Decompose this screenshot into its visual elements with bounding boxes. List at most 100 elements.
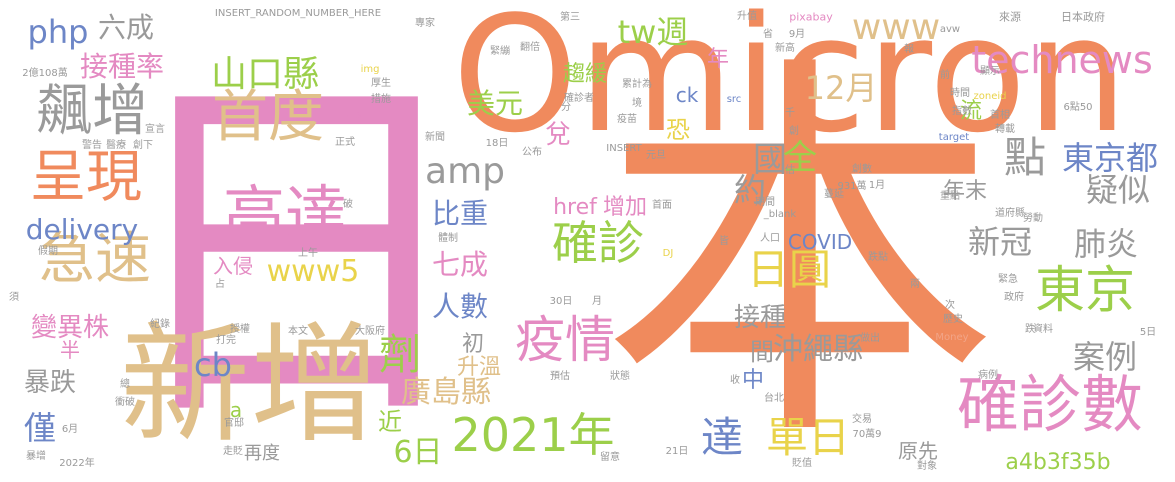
word: 皆 xyxy=(719,236,729,247)
word: 6月 xyxy=(61,424,79,435)
word: 6日 xyxy=(393,435,443,470)
word: 本文 xyxy=(288,326,308,337)
word: 新聞 xyxy=(425,132,445,143)
word: 18日 xyxy=(485,138,509,149)
word: DJ xyxy=(662,248,674,259)
word: 新冠 xyxy=(967,223,1033,261)
word: 肺炎 xyxy=(1073,225,1139,263)
word: 案例 xyxy=(1072,338,1138,376)
word: Omicron xyxy=(452,0,1128,168)
word: src xyxy=(726,94,742,105)
word: 對象 xyxy=(917,461,937,472)
word: 做出 xyxy=(860,333,880,344)
word: amp xyxy=(425,151,505,192)
word: 趨緩 xyxy=(562,62,608,87)
word: 醫療 xyxy=(106,140,126,151)
word: 第三 xyxy=(560,12,580,23)
word: 翻倍 xyxy=(520,42,540,53)
word: 30日 xyxy=(549,296,573,307)
word: 接種 xyxy=(733,303,787,333)
word: 間 xyxy=(750,338,774,366)
word: 正式 xyxy=(335,137,355,148)
word: 走貶 xyxy=(223,446,243,457)
word: Money xyxy=(935,332,969,343)
word: 宣言 xyxy=(145,124,165,135)
word: 1月 xyxy=(868,180,886,191)
word: 七成 xyxy=(431,248,489,281)
word: 國 xyxy=(753,140,787,180)
word: 紀錄 xyxy=(150,319,170,330)
word: 年 xyxy=(706,47,730,72)
word: a4b3f35b xyxy=(1005,450,1111,475)
word: 東京都 xyxy=(1061,139,1159,177)
word: 單日 xyxy=(765,413,851,462)
word: 確診者 xyxy=(564,93,594,104)
word: 劑 xyxy=(378,330,422,379)
word: 須 xyxy=(9,292,19,303)
word: 確診 xyxy=(552,216,644,270)
word: 日圓 xyxy=(746,245,832,294)
word: 厚生 xyxy=(371,78,391,89)
word: 期間 xyxy=(755,197,775,208)
word: 新高 xyxy=(775,43,795,54)
word: 全 xyxy=(783,138,817,178)
word: 時間 xyxy=(950,88,970,99)
word: delivery xyxy=(25,213,139,246)
word: 道府縣 xyxy=(995,208,1025,219)
word: 指數 xyxy=(952,106,972,117)
word: 專家 xyxy=(415,18,435,29)
word: 升溫 xyxy=(456,355,502,380)
word: ck xyxy=(675,83,699,107)
word: 呈現 xyxy=(30,145,142,210)
word: 累計為 xyxy=(622,79,652,90)
word: 飆增 xyxy=(36,79,148,144)
word: 大阪府 xyxy=(355,326,385,337)
word: 日 xyxy=(110,40,480,470)
word: href xyxy=(553,195,597,220)
word: php xyxy=(27,13,89,51)
word: 兩 xyxy=(910,279,920,290)
word: technews xyxy=(971,38,1153,82)
word: 措施 xyxy=(371,94,391,105)
word: 70萬9 xyxy=(852,429,882,440)
word: 疑似 xyxy=(1085,171,1151,209)
word: 僅 xyxy=(23,409,57,447)
word: zoneid xyxy=(973,91,1007,102)
word: 本 xyxy=(600,25,1000,482)
word: 5日 xyxy=(1139,327,1157,338)
word: pixabay xyxy=(789,10,833,24)
word: 2021年 xyxy=(451,408,615,462)
word: 收 xyxy=(730,375,740,386)
word: www xyxy=(851,7,941,48)
word: 比重 xyxy=(431,197,489,230)
word: 變異株 xyxy=(30,313,110,343)
word: 衝破 xyxy=(115,397,135,408)
word: 創數 xyxy=(852,164,872,175)
word: 首度 xyxy=(212,85,324,150)
word: 達 xyxy=(700,413,744,462)
word: 跌點 xyxy=(868,252,888,263)
word: 新增 xyxy=(119,309,381,461)
word: 授權 xyxy=(230,324,250,335)
word: 公布 xyxy=(522,147,542,158)
word: tw週 xyxy=(617,13,689,51)
word: 急速 xyxy=(39,227,151,292)
word: _blank xyxy=(763,209,797,220)
word: INSERT xyxy=(606,143,642,154)
word: 省 xyxy=(763,29,773,40)
word: 暴增 xyxy=(26,451,46,462)
word: 流 xyxy=(959,99,983,124)
word: 病例 xyxy=(978,370,998,381)
word: 緊急 xyxy=(998,274,1018,285)
word: cb xyxy=(194,346,232,384)
word: 首相 xyxy=(990,110,1010,121)
word: 來源 xyxy=(999,10,1021,24)
word: 山口縣 xyxy=(210,54,320,95)
word: 6點50 xyxy=(1063,102,1093,113)
word: 人口 xyxy=(760,233,780,244)
word: 千 xyxy=(785,108,795,119)
word: www5 xyxy=(266,254,360,289)
word: 廣島縣 xyxy=(401,375,491,410)
word: 美元 xyxy=(466,87,524,120)
